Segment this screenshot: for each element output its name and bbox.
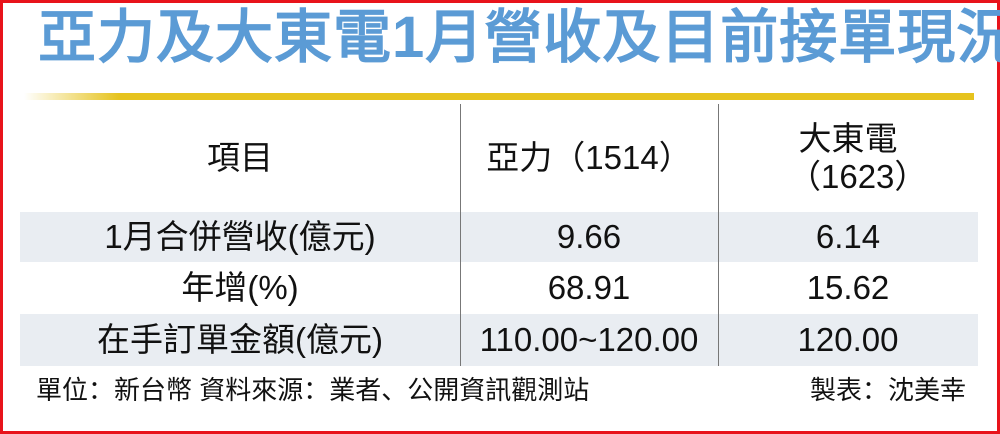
- yali-value: 68.91: [547, 269, 631, 306]
- table-header-row: 項目 亞力（1514） 大東電（1623）: [20, 104, 978, 212]
- column-divider: [718, 104, 719, 366]
- row-label: 年增(%): [181, 269, 299, 306]
- yali-value: 110.00~120.00: [479, 321, 699, 358]
- header-tatung: 大東電（1623）: [718, 104, 978, 212]
- header-tatung-label: 大東電（1623）: [788, 120, 928, 195]
- table-row: 在手訂單金額(億元) 110.00~120.00 120.00: [20, 314, 978, 366]
- tatung-value: 6.14: [815, 218, 881, 255]
- page-title: 亞力及大東電1月營收及目前接單現況: [38, 5, 1000, 70]
- header-item: 項目: [207, 139, 273, 176]
- yali-value: 9.66: [556, 218, 622, 255]
- credit-note: 製表：沈美幸: [809, 375, 966, 405]
- row-label: 在手訂單金額(億元): [97, 321, 383, 358]
- row-label: 1月合併營收(億元): [104, 218, 376, 255]
- tatung-value: 15.62: [806, 269, 890, 306]
- column-divider: [460, 104, 461, 366]
- source-note: 單位：新台幣 資料來源：業者、公開資訊觀測站: [36, 375, 590, 405]
- table-row: 年增(%) 68.91 15.62: [20, 262, 978, 314]
- header-yali: 亞力（1514）: [486, 139, 692, 176]
- tatung-value: 120.00: [797, 321, 899, 358]
- table-row: 1月合併營收(億元) 9.66 6.14: [20, 212, 978, 262]
- title-divider: [24, 93, 974, 100]
